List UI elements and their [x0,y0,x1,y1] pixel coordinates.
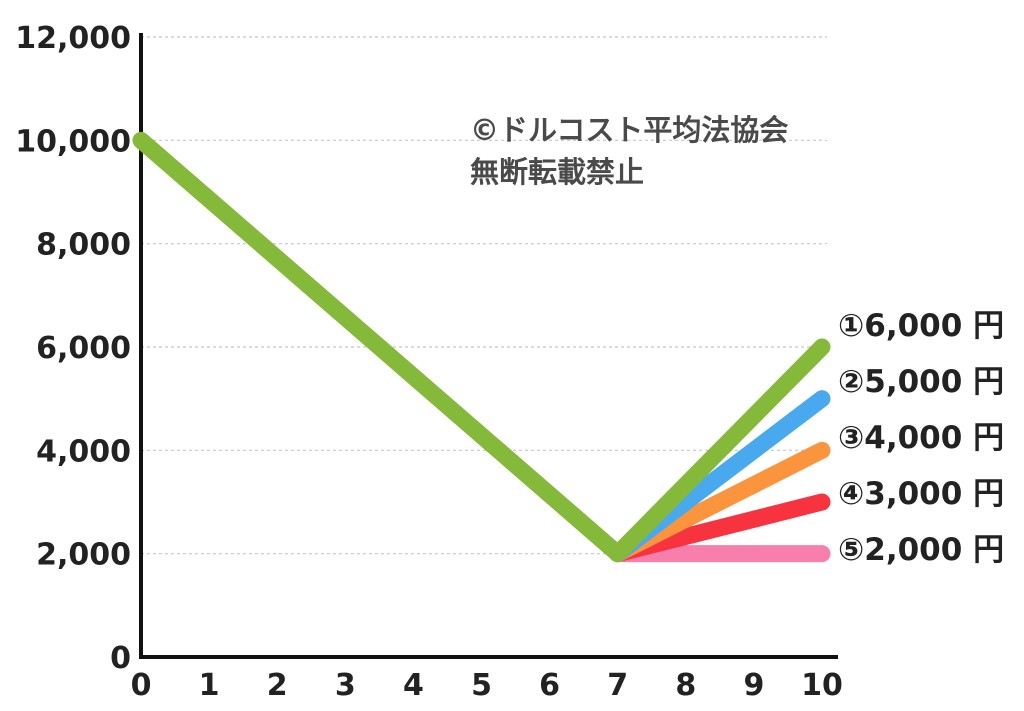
series-label-3: ③4,000 円 [838,420,1004,456]
series-label-1: ①6,000 円 [838,308,1004,344]
watermark-line-2: 無断転載禁止 [470,155,644,189]
y-tick-label-1: 2,000 [36,538,131,573]
series-label-2: ②5,000 円 [838,364,1004,400]
y-tick-label-0: 0 [110,641,131,676]
x-tick-label-0: 0 [131,668,152,703]
common-path-line [132,131,627,563]
watermark: ©ドルコスト平均法協会 無断転載禁止 [470,113,788,189]
y-tick-label-4: 8,000 [36,228,131,263]
x-tick-label-1: 1 [199,668,220,703]
series-lines [132,131,831,563]
series-line-1 [609,338,831,563]
x-tick-label-6: 6 [539,668,560,703]
x-tick-label-3: 3 [335,668,356,703]
tick-labels: 0 2,000 4,000 6,000 8,000 10,000 12,000 0 1 2 3 4 5 6… [15,21,843,703]
y-tick-label-5: 10,000 [15,124,131,159]
x-tick-label-2: 2 [267,668,288,703]
x-tick-label-10: 10 [801,668,843,703]
series-label-5: ⑤2,000 円 [838,532,1004,568]
watermark-line-1: ©ドルコスト平均法協会 [470,113,788,147]
y-tick-label-2: 4,000 [36,434,131,469]
series-label-4: ④3,000 円 [838,476,1004,512]
x-tick-label-7: 7 [607,668,628,703]
series-labels: ①6,000 円 ②5,000 円 ③4,000 円 ④3,000 円 ⑤2,000 円 [838,308,1004,568]
x-tick-label-8: 8 [675,668,696,703]
x-tick-label-5: 5 [471,668,492,703]
y-tick-label-6: 12,000 [15,21,131,56]
y-tick-label-3: 6,000 [36,331,131,366]
x-tick-label-9: 9 [743,668,764,703]
x-tick-label-4: 4 [403,668,424,703]
